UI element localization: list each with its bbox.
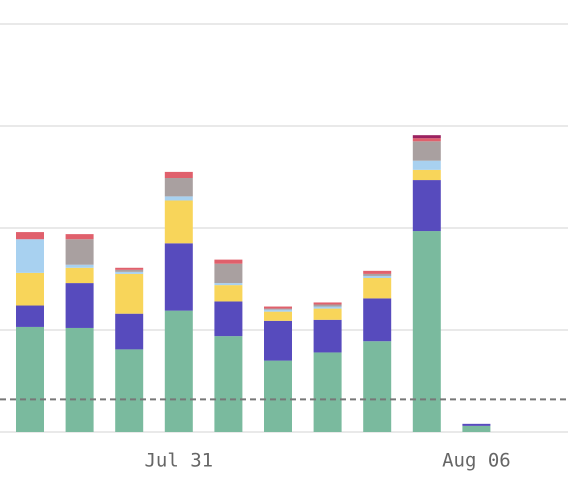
bar-segment [313, 308, 342, 320]
bar-segment [313, 319, 342, 353]
bar-segment [115, 313, 144, 350]
bar-segment [462, 425, 491, 432]
bar-segment [313, 352, 342, 432]
bar-segment [412, 169, 441, 181]
bar-segment [412, 180, 441, 232]
bar-segment [214, 259, 243, 264]
bar-segment [264, 360, 292, 432]
bar-segment [462, 423, 491, 426]
x-tick-label: Aug 06 [442, 450, 511, 472]
bar-segment [65, 327, 94, 432]
bar-segment [16, 305, 44, 327]
bar-segment [115, 269, 144, 272]
bar-segment [264, 320, 292, 361]
bar-segment [363, 298, 392, 342]
bar-segment [164, 196, 193, 201]
bar-segment [115, 271, 144, 274]
bar-segment [363, 277, 392, 299]
bar-segment [214, 283, 243, 286]
bar-segment [164, 243, 193, 311]
bar-segment [16, 239, 44, 273]
bar-segment [313, 304, 342, 307]
bar-segment [16, 326, 44, 432]
bar-segment [412, 160, 441, 170]
bar-segment [264, 306, 292, 309]
bar-segment [264, 308, 292, 310]
bar-segment [16, 232, 44, 240]
bar-segment [412, 141, 441, 161]
bar-segment [412, 135, 441, 139]
bar-segment [363, 341, 392, 432]
bar-segment [65, 234, 94, 240]
bar-segment [164, 178, 193, 197]
bar-segment [363, 270, 392, 274]
bar-segment [214, 285, 243, 302]
x-tick-label: Jul 31 [144, 450, 213, 472]
bar-segment [214, 336, 243, 432]
bar-segment [164, 200, 193, 244]
bar-segment [115, 267, 144, 270]
bar-segment [164, 310, 193, 432]
bar-segment [363, 275, 392, 278]
bar-segment [313, 302, 342, 305]
bar-segment [264, 309, 292, 312]
bar-segment [65, 264, 94, 268]
bar-segment [313, 306, 342, 309]
bar-segment [65, 239, 94, 265]
bar-segment [115, 349, 144, 432]
bar-segment [16, 272, 44, 306]
bar-segment [214, 301, 243, 337]
bar-segment [164, 171, 193, 179]
bar-segment [115, 273, 144, 314]
bar-segment [264, 311, 292, 321]
bar-segment [363, 273, 392, 276]
bar-segment [412, 138, 441, 142]
bar-segment [412, 231, 441, 432]
bar-segment [65, 283, 94, 328]
bar-segment [214, 263, 243, 284]
bar-segment [65, 267, 94, 284]
